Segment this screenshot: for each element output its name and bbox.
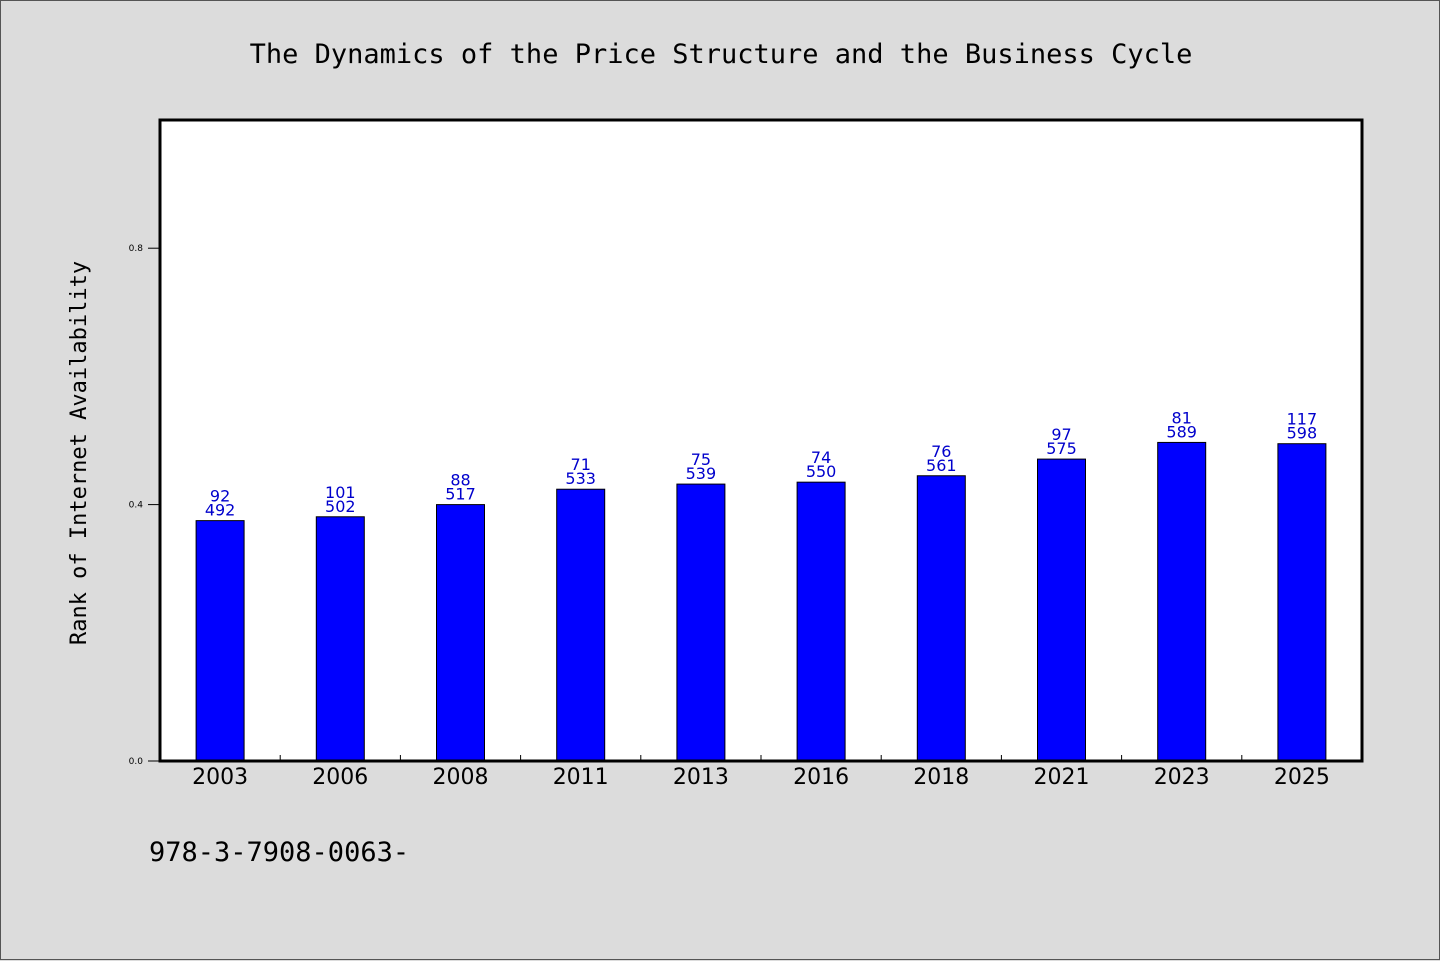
y-tick-label: 0.4 (129, 501, 144, 511)
bar (556, 488, 606, 762)
bar-label-bottom: 502 (325, 497, 356, 516)
bar-label-bottom: 533 (565, 469, 596, 488)
y-axis-label: Rank of Internet Availability (67, 261, 92, 645)
x-tick-label: 2013 (673, 765, 729, 790)
bar (1157, 441, 1207, 762)
x-tick-label: 2016 (793, 765, 849, 790)
bar-label-bottom: 598 (1287, 424, 1318, 443)
bar-label-top: 88 (450, 471, 470, 490)
x-tick-label: 2006 (312, 765, 368, 790)
bar-label-top: 92 (210, 487, 230, 506)
bar-label-bottom: 550 (806, 462, 837, 481)
bar-label-top: 81 (1172, 408, 1192, 427)
bar (796, 481, 846, 762)
x-tick-label: 2021 (1034, 765, 1090, 790)
bar-label-top: 101 (325, 483, 356, 502)
bar-label-top: 74 (811, 448, 831, 467)
bar (195, 520, 245, 762)
x-tick-label: 2018 (913, 765, 969, 790)
isbn-code: 978-3-7908-0063- (149, 837, 410, 868)
y-tick-label: 0.0 (129, 757, 144, 767)
bar-label-bottom: 575 (1046, 439, 1077, 458)
bar (1277, 443, 1327, 762)
y-tick-label: 0.8 (129, 244, 144, 254)
x-tick-label: 2003 (192, 765, 248, 790)
bar-label-bottom: 539 (686, 464, 717, 483)
bar-label-top: 117 (1287, 410, 1318, 429)
bar (436, 504, 485, 762)
bar (676, 483, 726, 762)
bar (1037, 458, 1086, 762)
bar-label-top: 97 (1051, 425, 1071, 444)
plot-border (158, 118, 1364, 763)
chart-title: The Dynamics of the Price Structure and … (250, 39, 1193, 70)
plot-area: 0.00.40.89249220031015022006885172008715… (129, 118, 1364, 790)
bar-label-bottom: 561 (926, 456, 957, 475)
bar-label-bottom: 517 (445, 485, 476, 504)
x-tick-label: 2008 (433, 765, 489, 790)
bar-label-top: 75 (691, 450, 711, 469)
bar (315, 516, 365, 762)
bar-label-top: 76 (931, 442, 951, 461)
bar-label-top: 71 (571, 455, 591, 474)
bar (916, 475, 966, 762)
x-tick-label: 2011 (553, 765, 609, 790)
x-tick-label: 2025 (1274, 765, 1330, 790)
x-tick-label: 2023 (1154, 765, 1210, 790)
bar-label-bottom: 492 (205, 501, 236, 520)
bar-label-bottom: 589 (1166, 422, 1197, 441)
